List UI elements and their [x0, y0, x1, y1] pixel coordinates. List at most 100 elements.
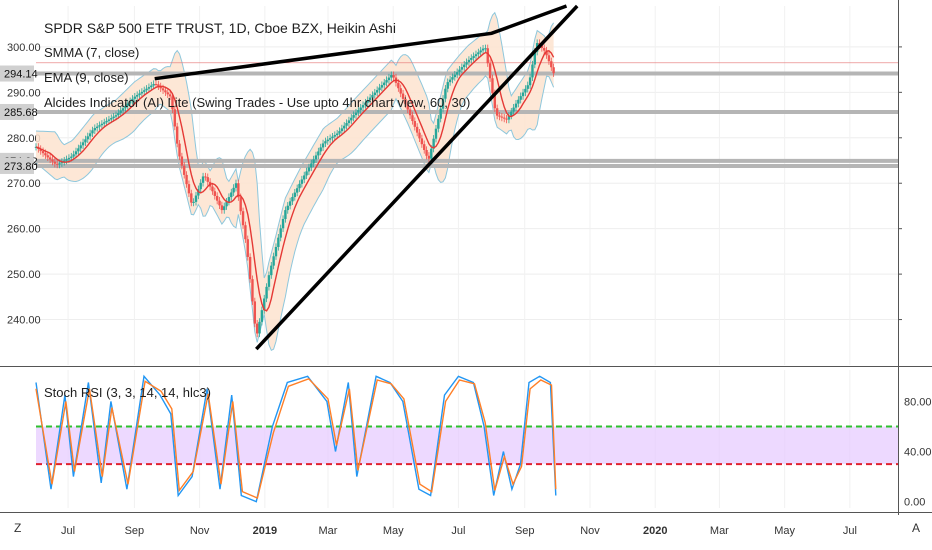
candle-body — [150, 85, 153, 88]
candle-body — [331, 136, 334, 139]
candle-body — [119, 110, 122, 113]
stoch-tick-label: 0.00 — [904, 497, 925, 509]
candle-body — [371, 95, 374, 98]
candle-body — [444, 88, 447, 99]
candle-body — [291, 196, 294, 202]
candle-body — [281, 218, 285, 229]
candle-body — [93, 128, 97, 131]
candle-body — [517, 99, 520, 104]
candle-body — [493, 93, 497, 109]
legend-alcides-indicator[interactable]: Alcides Indicator (AI) Lite (Swing Trade… — [44, 95, 471, 110]
price-tick-label: 260.00 — [7, 224, 41, 236]
candle-body — [423, 144, 426, 150]
candle-body — [425, 149, 428, 156]
candle-body — [460, 67, 464, 70]
candle-body — [514, 103, 518, 108]
zoom-button[interactable]: Z — [14, 521, 22, 535]
candle-body — [251, 279, 254, 302]
auto-scale-button[interactable]: A — [912, 521, 921, 535]
candle-body — [143, 90, 146, 92]
price-level-label: 294.14 — [4, 69, 38, 81]
candle-body — [79, 145, 82, 149]
candle-body — [230, 192, 233, 198]
candle-body — [545, 50, 548, 56]
candle-body — [352, 115, 355, 118]
candle-body — [533, 51, 537, 65]
candle-body — [307, 167, 311, 172]
candle-body — [432, 138, 435, 149]
candle-body — [178, 143, 181, 157]
time-tick-label: Mar — [318, 525, 337, 537]
legend-ema[interactable]: EMA (9, close) — [44, 70, 129, 85]
candle-body — [333, 135, 337, 137]
envelope-upper-line — [35, 11, 555, 279]
candle-body — [164, 90, 167, 93]
candle-body — [263, 298, 266, 311]
candle-body — [72, 154, 75, 157]
candle-body — [521, 92, 525, 97]
candle-body — [147, 87, 151, 89]
candle-body — [448, 79, 452, 83]
candle-body — [234, 183, 238, 188]
chart-title: SPDR S&P 500 ETF TRUST, 1D, Cboe BZX, He… — [44, 20, 396, 36]
candle-body — [270, 265, 273, 276]
candle-body — [453, 74, 457, 78]
candle-body — [70, 156, 73, 158]
candle-body — [60, 161, 64, 164]
candle-body — [347, 120, 351, 124]
time-tick-label: Jul — [61, 525, 75, 537]
candle-body — [253, 301, 257, 324]
candle-body — [241, 211, 245, 226]
candle-body — [199, 182, 202, 190]
candle-body — [472, 56, 475, 58]
candle-body — [225, 201, 228, 207]
candle-body — [340, 128, 344, 132]
candle-body — [295, 188, 299, 193]
candle-body — [491, 78, 494, 94]
price-level-tag — [0, 157, 34, 174]
candle-body — [84, 139, 87, 143]
candle-body — [215, 195, 219, 201]
candle-body — [86, 136, 89, 140]
candle-body — [439, 108, 442, 119]
candle-body — [385, 80, 388, 83]
candle-body — [446, 82, 449, 89]
time-tick-label: Mar — [710, 525, 729, 537]
trendline[interactable] — [154, 4, 568, 81]
candle-body — [201, 176, 205, 183]
time-tick-label: 2020 — [643, 525, 667, 537]
candle-body — [300, 179, 304, 184]
candle-body — [265, 286, 268, 299]
candle-body — [481, 48, 485, 51]
candle-body — [498, 115, 501, 117]
candle-body — [359, 107, 362, 111]
candle-body — [350, 117, 353, 121]
candle-body — [255, 323, 259, 334]
legend-stoch-rsi[interactable]: Stoch RSI (3, 3, 14, 14, hlc3) — [44, 385, 211, 400]
candle-body — [312, 159, 315, 164]
candle-body — [277, 237, 280, 247]
candle-body — [74, 151, 78, 155]
trendline[interactable] — [255, 4, 579, 351]
candle-body — [220, 205, 224, 211]
candle-body — [328, 138, 332, 140]
candle-body — [81, 142, 85, 146]
price-level-tag — [0, 103, 34, 120]
candle-body — [326, 139, 329, 142]
candle-body — [495, 108, 499, 116]
candle-body — [284, 210, 287, 219]
candle-body — [173, 109, 177, 127]
stoch-tick-label: 80.00 — [904, 396, 932, 408]
candle-body — [375, 90, 379, 93]
candle-body — [305, 171, 308, 176]
candle-body — [159, 86, 162, 89]
candle-body — [145, 88, 148, 91]
candle-body — [185, 174, 188, 185]
candle-body — [100, 123, 104, 126]
candle-body — [48, 157, 52, 160]
candle-body — [138, 93, 141, 96]
candle-body — [51, 159, 54, 162]
legend-smma[interactable]: SMMA (7, close) — [44, 45, 140, 60]
candle-body — [486, 48, 489, 64]
